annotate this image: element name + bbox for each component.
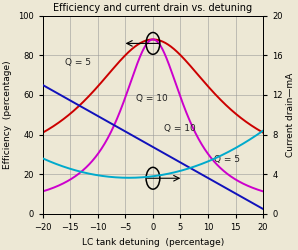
Title: Efficiency and current drain vs. detuning: Efficiency and current drain vs. detunin… (53, 4, 252, 14)
Y-axis label: Efficiency  (percentage): Efficiency (percentage) (4, 60, 13, 169)
Text: Q = 5: Q = 5 (214, 156, 240, 164)
Text: Q = 10: Q = 10 (164, 124, 196, 133)
Text: Q = 5: Q = 5 (65, 58, 91, 67)
Text: Q = 10: Q = 10 (136, 94, 168, 103)
X-axis label: LC tank detuning  (percentage): LC tank detuning (percentage) (82, 238, 224, 246)
Y-axis label: Current drain—mA: Current drain—mA (285, 73, 294, 157)
